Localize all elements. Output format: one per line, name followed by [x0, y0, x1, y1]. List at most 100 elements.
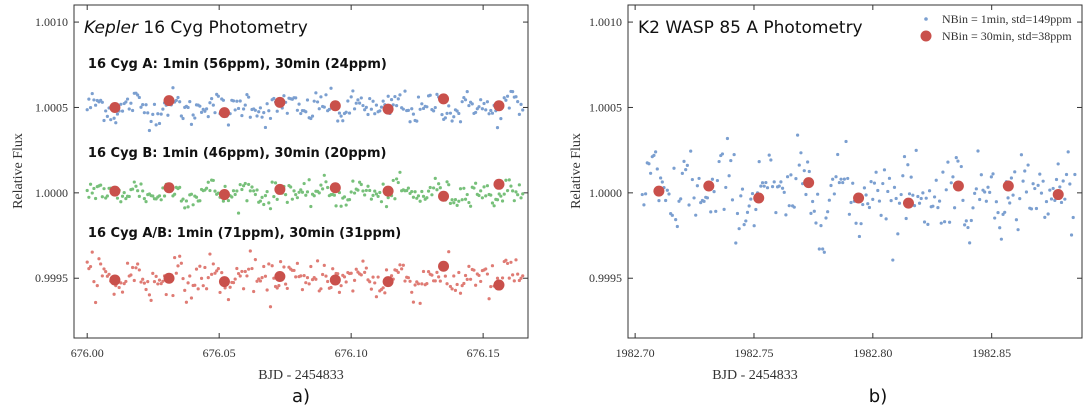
data-point-1min	[734, 241, 738, 245]
data-point-1min	[381, 182, 385, 186]
data-point-1min	[999, 237, 1003, 241]
data-point-1min	[907, 192, 912, 196]
data-point-1min	[193, 283, 197, 287]
data-point-1min	[141, 189, 145, 193]
data-point-1min	[307, 178, 311, 182]
data-point-1min	[373, 281, 377, 285]
data-point-1min	[216, 267, 220, 271]
data-point-1min	[139, 105, 143, 109]
data-point-1min	[88, 182, 93, 186]
data-point-1min	[421, 194, 426, 198]
data-point-1min	[717, 159, 721, 164]
data-point-1min	[670, 213, 674, 217]
data-point-1min	[228, 285, 232, 289]
data-point-1min	[784, 213, 788, 217]
data-point-1min	[267, 262, 271, 266]
data-point-1min	[415, 196, 419, 200]
chart-title-b: K2 WASP 85 A Photometry	[638, 18, 863, 38]
data-point-1min	[196, 287, 200, 291]
data-point-1min	[99, 183, 103, 187]
data-point-1min	[996, 210, 1000, 215]
data-point-1min	[431, 109, 436, 113]
data-point-30min	[703, 180, 715, 192]
data-point-1min	[443, 274, 447, 278]
x-tick-label: 676.00	[71, 346, 104, 360]
data-point-1min	[467, 264, 471, 268]
data-point-1min	[332, 193, 336, 197]
legend-marker-30min	[920, 30, 932, 42]
data-point-1min	[722, 207, 726, 212]
data-point-1min	[339, 204, 343, 208]
data-point-1min	[275, 197, 279, 201]
data-point-1min	[129, 101, 133, 105]
data-point-1min	[124, 100, 128, 104]
data-point-1min	[213, 111, 217, 115]
data-point-1min	[243, 269, 247, 274]
data-point-1min	[203, 265, 207, 270]
data-point-30min	[438, 260, 450, 272]
data-point-1min	[401, 263, 405, 267]
data-point-1min	[386, 196, 390, 200]
data-point-1min	[416, 282, 421, 286]
data-point-1min	[410, 290, 414, 294]
data-point-1min	[519, 276, 523, 280]
data-point-30min	[274, 271, 286, 283]
data-point-1min	[252, 289, 256, 294]
data-point-1min	[465, 90, 469, 94]
data-point-1min	[290, 197, 294, 201]
data-point-1min	[326, 185, 330, 190]
data-point-1min	[87, 195, 91, 199]
data-point-1min	[744, 219, 748, 223]
data-point-1min	[769, 158, 773, 162]
x-axis-label-a: BJD - 2454833	[258, 368, 344, 383]
data-point-1min	[871, 197, 875, 201]
data-point-1min	[406, 276, 410, 280]
data-point-1min	[162, 194, 167, 198]
plot-frame-a	[73, 4, 529, 339]
data-point-1min	[312, 194, 316, 198]
data-point-1min	[260, 115, 264, 119]
data-point-1min	[847, 212, 851, 216]
data-point-1min	[430, 273, 434, 277]
data-point-1min	[951, 175, 955, 179]
data-point-1min	[122, 191, 126, 195]
data-point-1min	[937, 199, 942, 203]
data-point-1min	[115, 196, 120, 200]
data-point-30min	[952, 180, 964, 192]
data-point-1min	[159, 282, 163, 286]
data-point-1min	[142, 111, 146, 115]
data-point-1min	[112, 116, 116, 120]
data-point-1min	[236, 271, 241, 276]
data-point-1min	[395, 104, 399, 108]
data-point-1min	[349, 95, 353, 99]
data-point-1min	[147, 128, 152, 133]
data-point-1min	[418, 301, 422, 305]
data-point-1min	[107, 272, 111, 276]
data-point-1min	[100, 274, 104, 278]
data-point-1min	[1031, 182, 1035, 186]
data-point-1min	[327, 107, 331, 111]
data-point-1min	[146, 111, 150, 115]
data-point-1min	[379, 105, 384, 109]
data-point-1min	[654, 150, 658, 154]
data-point-1min	[1054, 177, 1059, 182]
data-point-1min	[373, 112, 377, 116]
data-point-1min	[887, 176, 892, 180]
data-point-1min	[415, 119, 419, 123]
data-point-1min	[186, 205, 190, 209]
data-point-1min	[114, 121, 118, 125]
data-point-1min	[248, 249, 252, 253]
data-point-1min	[294, 96, 298, 100]
data-point-1min	[102, 187, 106, 191]
data-point-1min	[248, 189, 252, 193]
data-point-1min	[512, 279, 516, 283]
data-point-1min	[179, 114, 183, 118]
data-point-30min	[382, 185, 394, 197]
data-point-1min	[674, 218, 678, 222]
data-point-1min	[420, 102, 424, 106]
data-point-1min	[204, 186, 209, 190]
data-point-1min	[300, 190, 305, 194]
data-point-1min	[405, 188, 409, 193]
data-point-1min	[779, 180, 783, 184]
data-point-1min	[297, 102, 301, 106]
